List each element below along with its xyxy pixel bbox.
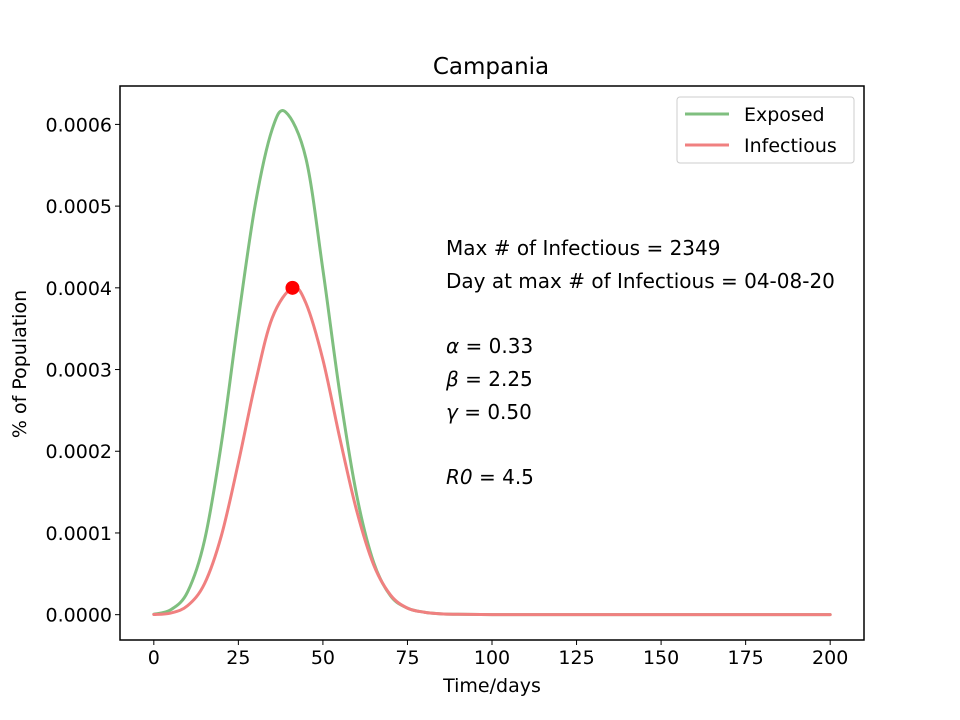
y-axis-label: % of Population — [9, 290, 31, 438]
x-tick-label: 25 — [226, 647, 250, 669]
annotation-day-max: Day at max # of Infectious = 04-08-20 — [446, 269, 835, 293]
series-line-exposed — [152, 109, 832, 617]
x-tick-label: 200 — [812, 647, 848, 669]
x-tick-label: 50 — [311, 647, 335, 669]
annotation-max-infectious: Max # of Infectious = 2349 — [446, 236, 720, 260]
x-tick-label: 75 — [395, 647, 419, 669]
x-axis-label: Time/days — [442, 675, 541, 697]
series-line-infectious — [152, 285, 832, 617]
alpha-value: = 0.33 — [459, 334, 533, 358]
legend-label-exposed: Exposed — [744, 104, 825, 126]
annotation-r0: R0 = 4.5 — [446, 465, 534, 489]
y-tick-label: 0.0001 — [46, 523, 112, 545]
y-tick-label: 0.0003 — [46, 360, 112, 382]
x-axis: 0 25 50 75 100 125 150 175 200 — [148, 640, 848, 669]
annotation-gamma: γ = 0.50 — [446, 400, 532, 424]
legend: Exposed Infectious — [676, 96, 855, 164]
x-tick-label: 100 — [474, 647, 510, 669]
y-tick-label: 0.0005 — [46, 196, 112, 218]
gamma-value: = 0.50 — [458, 400, 532, 424]
annotation-beta: β = 2.25 — [445, 367, 533, 391]
y-tick-label: 0.0000 — [46, 605, 112, 627]
plot-area — [152, 109, 832, 617]
gamma-symbol: γ — [446, 400, 459, 424]
r0-value: = 4.5 — [473, 465, 534, 489]
y-tick-label: 0.0006 — [46, 114, 112, 136]
y-tick-label: 0.0002 — [46, 441, 112, 463]
beta-value: = 2.25 — [459, 367, 533, 391]
x-tick-label: 175 — [728, 647, 764, 669]
x-tick-label: 0 — [148, 647, 160, 669]
legend-label-infectious: Infectious — [744, 135, 837, 157]
x-tick-label: 125 — [558, 647, 594, 669]
annotation-block: Max # of Infectious = 2349 Day at max # … — [445, 236, 835, 489]
chart-title: Campania — [433, 54, 549, 80]
y-tick-label: 0.0004 — [46, 278, 112, 300]
r0-symbol: R0 — [446, 465, 473, 489]
beta-symbol: β — [445, 367, 459, 391]
alpha-symbol: α — [446, 334, 459, 358]
max-infectious-marker — [285, 280, 300, 295]
annotation-alpha: α = 0.33 — [446, 334, 533, 358]
y-axis: 0.0000 0.0001 0.0002 0.0003 0.0004 0.0005 0.00… — [46, 114, 120, 627]
x-tick-label: 150 — [643, 647, 679, 669]
